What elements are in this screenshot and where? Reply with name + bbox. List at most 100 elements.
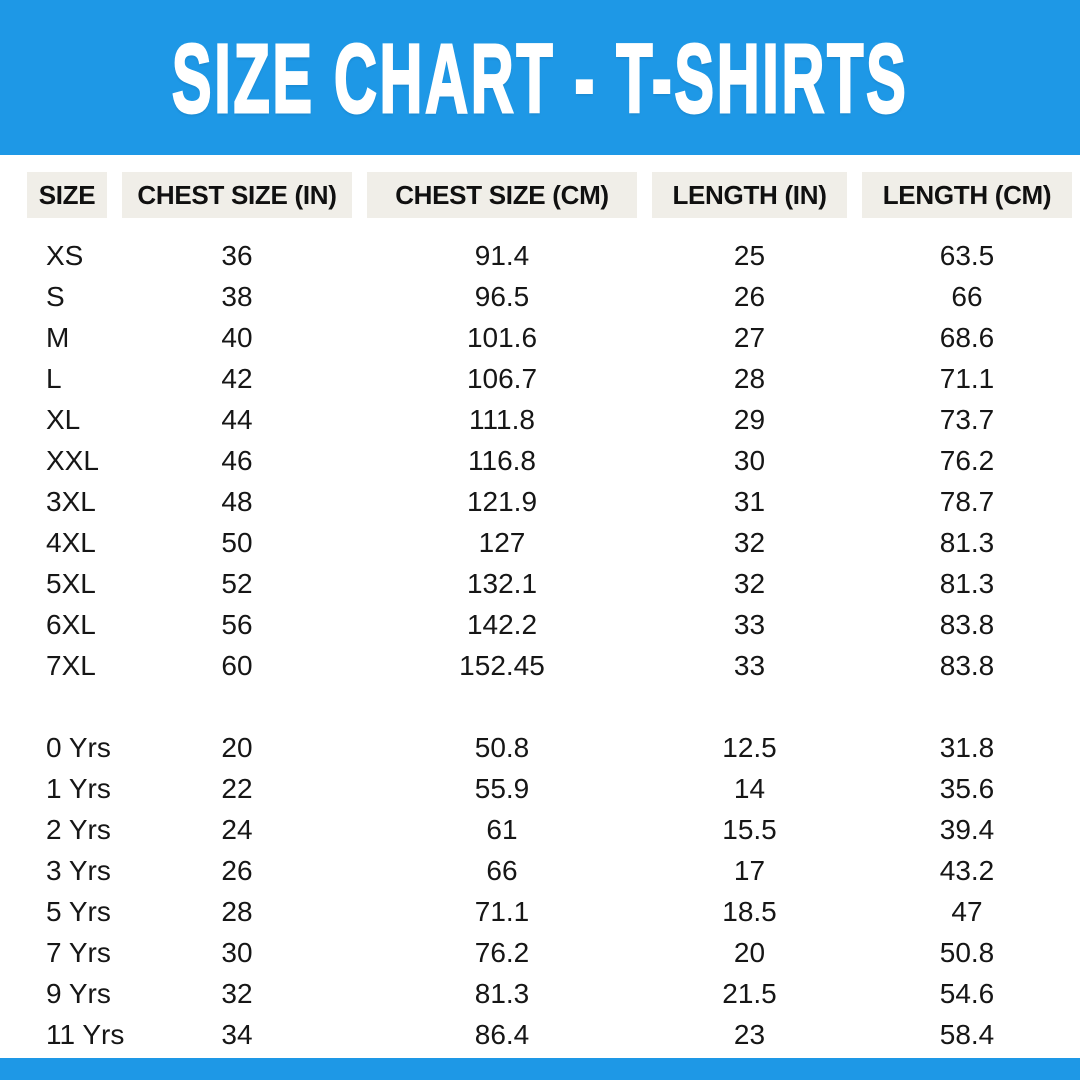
value-cell: 15.5 [722,813,777,845]
value-cell: 33 [733,649,766,681]
table-row-2-yrs: 2 Yrs 24 61 15.5 39.4 [27,809,1062,850]
size-label-cell: L [46,362,62,394]
value-cell: 30 [221,936,253,968]
value-cell: 38 [221,280,253,312]
value-cell: 152.45 [459,649,545,681]
value-cell: 31.8 [939,731,995,763]
size-label-cell: 6XL [46,608,96,640]
value-cell: 52 [221,567,253,599]
table-row-7-yrs: 7 Yrs 30 76.2 20 50.8 [27,932,1062,973]
value-cell: 66 [951,280,983,312]
value-cell: 20 [221,731,253,763]
value-cell: 26 [221,854,253,886]
size-table: SIZE CHEST SIZE (IN) CHEST SIZE (CM) LENGTH… [0,155,1080,1055]
value-cell: 86.4 [474,1018,530,1050]
value-cell: 35.6 [939,772,995,804]
column-header-length-in: LENGTH (IN) [652,172,847,218]
value-cell: 18.5 [722,895,777,927]
size-label-cell: M [46,321,70,353]
size-label-cell: 11 Yrs [46,1018,125,1050]
value-cell: 50.8 [939,936,995,968]
size-label-cell: 1 Yrs [46,772,111,804]
table-row-3xl: 3XL 48 121.9 31 78.7 [27,481,1062,522]
value-cell: 36 [221,239,253,271]
value-cell: 32 [733,526,766,558]
table-row-11-yrs: 11 Yrs 34 86.4 23 58.4 [27,1014,1062,1055]
table-row-l: L 42 106.7 28 71.1 [27,358,1062,399]
value-cell: 12.5 [722,731,777,763]
value-cell: 81.3 [939,526,995,558]
value-cell: 106.7 [466,362,538,394]
value-cell: 73.7 [939,403,995,435]
table-row-3-yrs: 3 Yrs 26 66 17 43.2 [27,850,1062,891]
size-label-cell: XXL [46,444,99,476]
value-cell: 76.2 [474,936,530,968]
value-cell: 101.6 [466,321,538,353]
size-label-cell: 3XL [46,485,96,517]
size-label-cell: 5XL [46,567,96,599]
value-cell: 54.6 [939,977,995,1009]
table-row-5xl: 5XL 52 132.1 32 81.3 [27,563,1062,604]
value-cell: 58.4 [939,1018,995,1050]
value-cell: 46 [221,444,253,476]
value-cell: 68.6 [939,321,995,353]
value-cell: 61 [486,813,518,845]
value-cell: 96.5 [474,280,530,312]
value-cell: 78.7 [939,485,995,517]
table-header-row: SIZE CHEST SIZE (IN) CHEST SIZE (CM) LENGTH… [27,172,1072,218]
bottom-accent-bar [0,1058,1080,1080]
value-cell: 63.5 [939,239,995,271]
value-cell: 60 [221,649,253,681]
table-row-m: M 40 101.6 27 68.6 [27,317,1062,358]
value-cell: 39.4 [939,813,995,845]
table-row-1-yrs: 1 Yrs 22 55.9 14 35.6 [27,768,1062,809]
column-header-chest-size-cm: CHEST SIZE (CM) [367,172,637,218]
value-cell: 30 [733,444,766,476]
size-label-cell: 7 Yrs [46,936,111,968]
value-cell: 116.8 [468,444,536,476]
value-cell: 91.4 [474,239,530,271]
value-cell: 50 [221,526,253,558]
table-row-7xl: 7XL 60 152.45 33 83.8 [27,645,1062,686]
size-label-cell: XL [46,403,81,435]
table-row-4xl: 4XL 50 127 32 81.3 [27,522,1062,563]
value-cell: 27 [733,321,766,353]
size-label-cell: 2 Yrs [46,813,111,845]
value-cell: 127 [478,526,526,558]
value-cell: 81.3 [474,977,530,1009]
page-title: SIZE CHART - T-SHIRTS [171,22,909,134]
table-row-xl: XL 44 111.8 29 73.7 [27,399,1062,440]
value-cell: 50.8 [474,731,530,763]
value-cell: 21.5 [722,977,777,1009]
value-cell: 40 [221,321,253,353]
value-cell: 43.2 [939,854,995,886]
value-cell: 142.2 [466,608,538,640]
value-cell: 26 [733,280,766,312]
value-cell: 14 [733,772,766,804]
value-cell: 25 [733,239,766,271]
table-row-9-yrs: 9 Yrs 32 81.3 21.5 54.6 [27,973,1062,1014]
value-cell: 31 [733,485,766,517]
table-row-xxl: XXL 46 116.8 30 76.2 [27,440,1062,481]
value-cell: 17 [733,854,766,886]
value-cell: 55.9 [474,772,530,804]
value-cell: 71.1 [474,895,530,927]
size-label-cell: 0 Yrs [46,731,111,763]
column-header-length-cm: LENGTH (CM) [862,172,1072,218]
value-cell: 66 [486,854,518,886]
size-label-cell: 5 Yrs [46,895,111,927]
table-row-0-yrs: 0 Yrs 20 50.8 12.5 31.8 [27,727,1062,768]
column-header-chest-size-in: CHEST SIZE (IN) [122,172,352,218]
value-cell: 111.8 [469,403,535,435]
section-spacer [27,686,1062,727]
table-row-6xl: 6XL 56 142.2 33 83.8 [27,604,1062,645]
size-label-cell: 3 Yrs [46,854,111,886]
value-cell: 42 [221,362,253,394]
value-cell: 24 [221,813,253,845]
value-cell: 33 [733,608,766,640]
table-body: XS 36 91.4 25 63.5 S 38 96.5 26 66 M 40 101.6 27 68.6 L… [27,235,1062,1055]
value-cell: 28 [733,362,766,394]
size-label-cell: XS [46,239,84,271]
value-cell: 28 [221,895,253,927]
